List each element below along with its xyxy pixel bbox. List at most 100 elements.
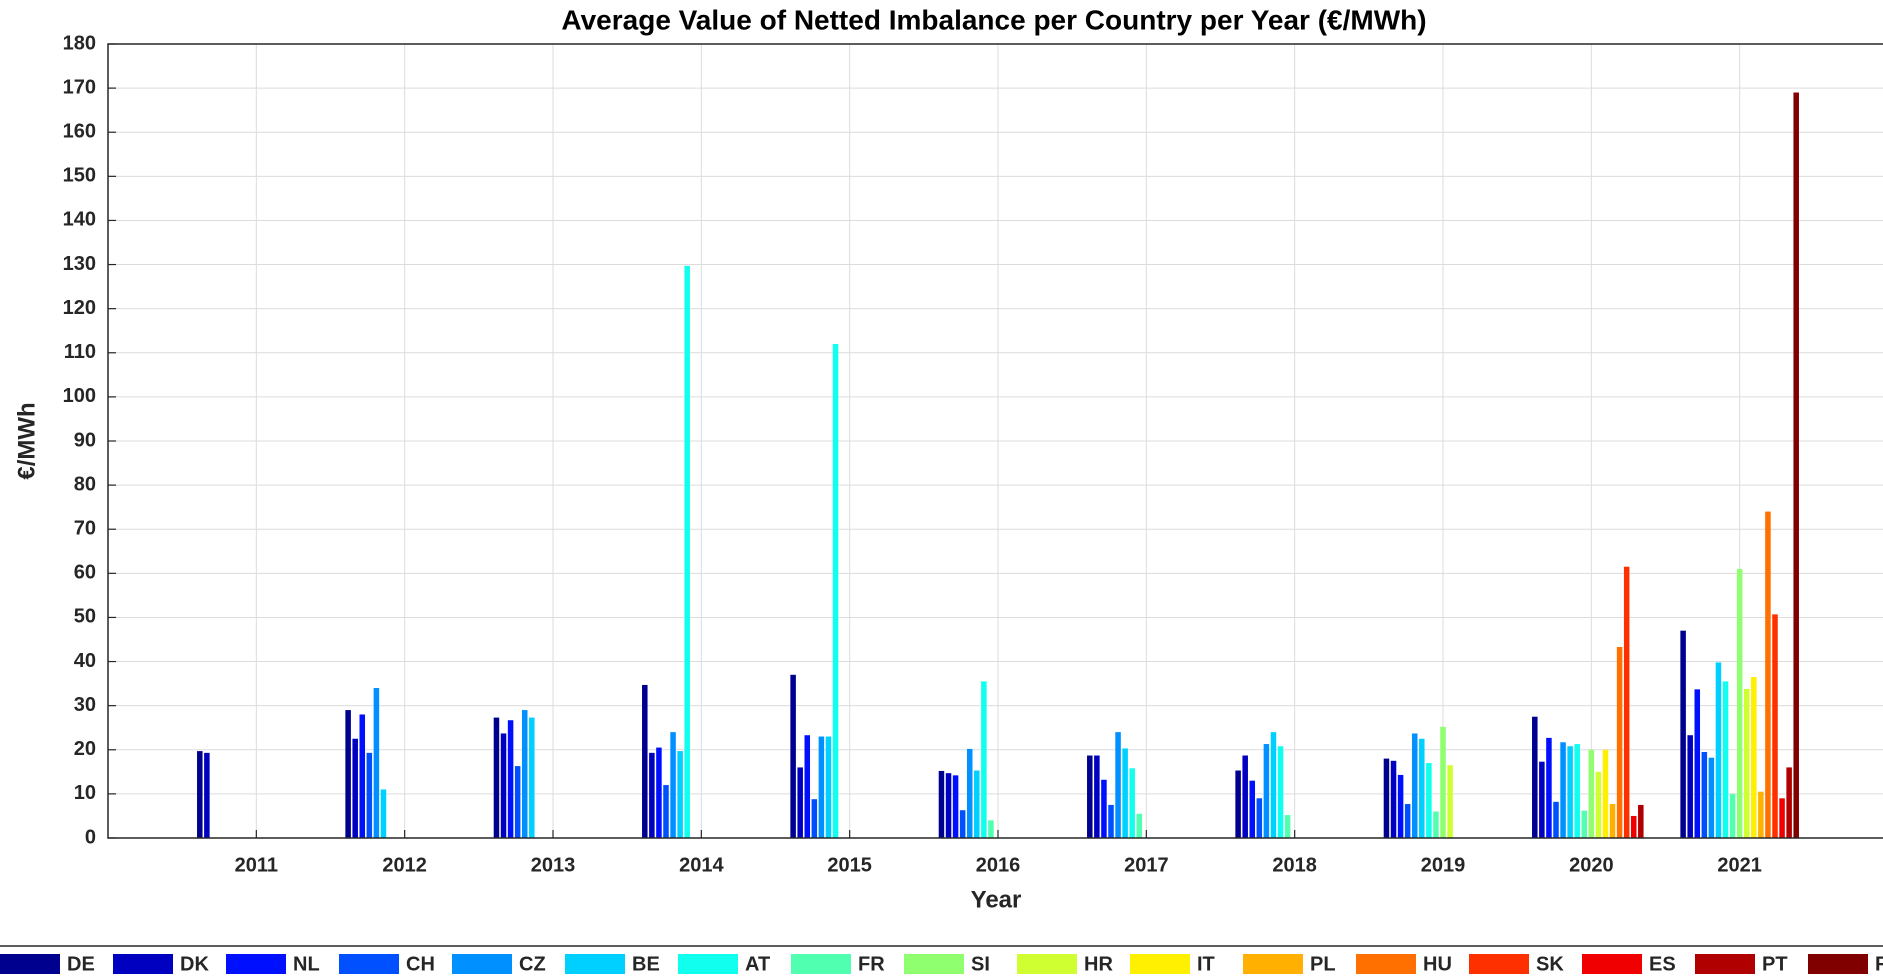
y-tick-label: 20 [74,738,96,760]
bar [1426,763,1432,838]
bar [1433,811,1439,838]
y-tick-label: 120 [63,297,96,319]
bar [1440,726,1446,838]
y-tick-label: 40 [74,650,96,672]
bar [1588,749,1595,838]
bar [345,710,351,838]
bar [197,751,203,838]
bar [945,773,952,838]
bar [677,751,683,838]
bar [1249,780,1256,838]
x-tick-label: 2019 [1421,854,1466,876]
y-tick-label: 80 [74,473,96,495]
bar [1539,761,1545,838]
bar [670,732,676,838]
plot-frame [107,43,1883,839]
legend-swatch [791,954,851,974]
legend-label: DE [67,953,95,975]
bar [1765,511,1771,838]
bar [1560,742,1566,838]
bar [1630,815,1637,838]
bar [1567,746,1573,838]
bar [825,736,832,838]
x-tick-label: 2018 [1272,854,1317,876]
bar [1793,92,1799,839]
bar [493,717,500,838]
x-tick-label: 2014 [679,854,724,876]
legend-swatch [1130,954,1190,974]
x-tick-label: 2020 [1569,854,1614,876]
bar [959,810,966,838]
bar [1609,804,1616,838]
legend-swatch [0,954,60,974]
legend-swatch [1017,954,1077,974]
bar [1094,755,1100,838]
y-tick-label: 140 [63,209,96,231]
x-tick-label: 2012 [382,854,427,876]
bar [1263,744,1270,838]
legend-swatch [1808,954,1868,974]
legend-swatch [1695,954,1755,974]
bar [1680,630,1686,838]
bar [1087,755,1093,838]
legend-label: SK [1536,953,1564,975]
bar [529,717,535,838]
legend-label: SI [971,953,990,975]
bar [1623,566,1630,838]
chart-title: Average Value of Netted Imbalance per Co… [561,4,1426,35]
bar [1404,804,1411,838]
x-tick-label: 2011 [235,854,278,876]
bar [1383,758,1390,838]
legend-label: IT [1197,953,1215,975]
bar [500,733,507,838]
bar [1115,732,1121,838]
bar [1284,815,1291,838]
legend-label: HR [1084,953,1113,975]
x-tick-label: 2013 [531,854,576,876]
bar [988,820,994,838]
legend-label: FR [858,953,885,975]
bar [981,681,987,838]
bar [204,752,210,838]
legend-label: PL [1310,953,1336,975]
bar [1411,733,1418,838]
bar [974,770,980,838]
legend-swatch [565,954,625,974]
legend-swatch [904,954,964,974]
bar [1701,751,1708,838]
bar [811,799,818,838]
bar [1574,744,1580,838]
y-tick-label: 160 [63,121,96,143]
bar [1242,755,1248,838]
y-tick-label: 110 [64,341,96,363]
bar [1532,716,1538,838]
legend-swatch [452,954,512,974]
bar [1447,765,1453,838]
bar [1694,689,1701,838]
legend-label: CH [406,953,435,975]
legend-swatch [339,954,399,974]
y-tick-label: 70 [74,518,96,540]
bar [1270,732,1277,838]
legend-label: HU [1423,953,1452,975]
bar [1715,662,1722,838]
bar [1101,779,1107,838]
bar [804,735,811,838]
legend-label: RO [1875,953,1883,975]
legend-label: CZ [519,953,546,975]
bar [359,714,366,838]
bar [1129,768,1135,838]
y-tick-label: 60 [74,562,96,584]
bar [1638,804,1644,838]
legend-swatch [226,954,286,974]
bar [1779,798,1785,838]
bar [366,752,373,838]
bar [514,766,521,838]
bar [352,738,358,838]
y-tick-label: 130 [63,253,96,275]
bar [1772,614,1778,838]
legend-swatch [113,954,173,974]
legend-swatch [1356,954,1416,974]
bar [642,684,648,838]
